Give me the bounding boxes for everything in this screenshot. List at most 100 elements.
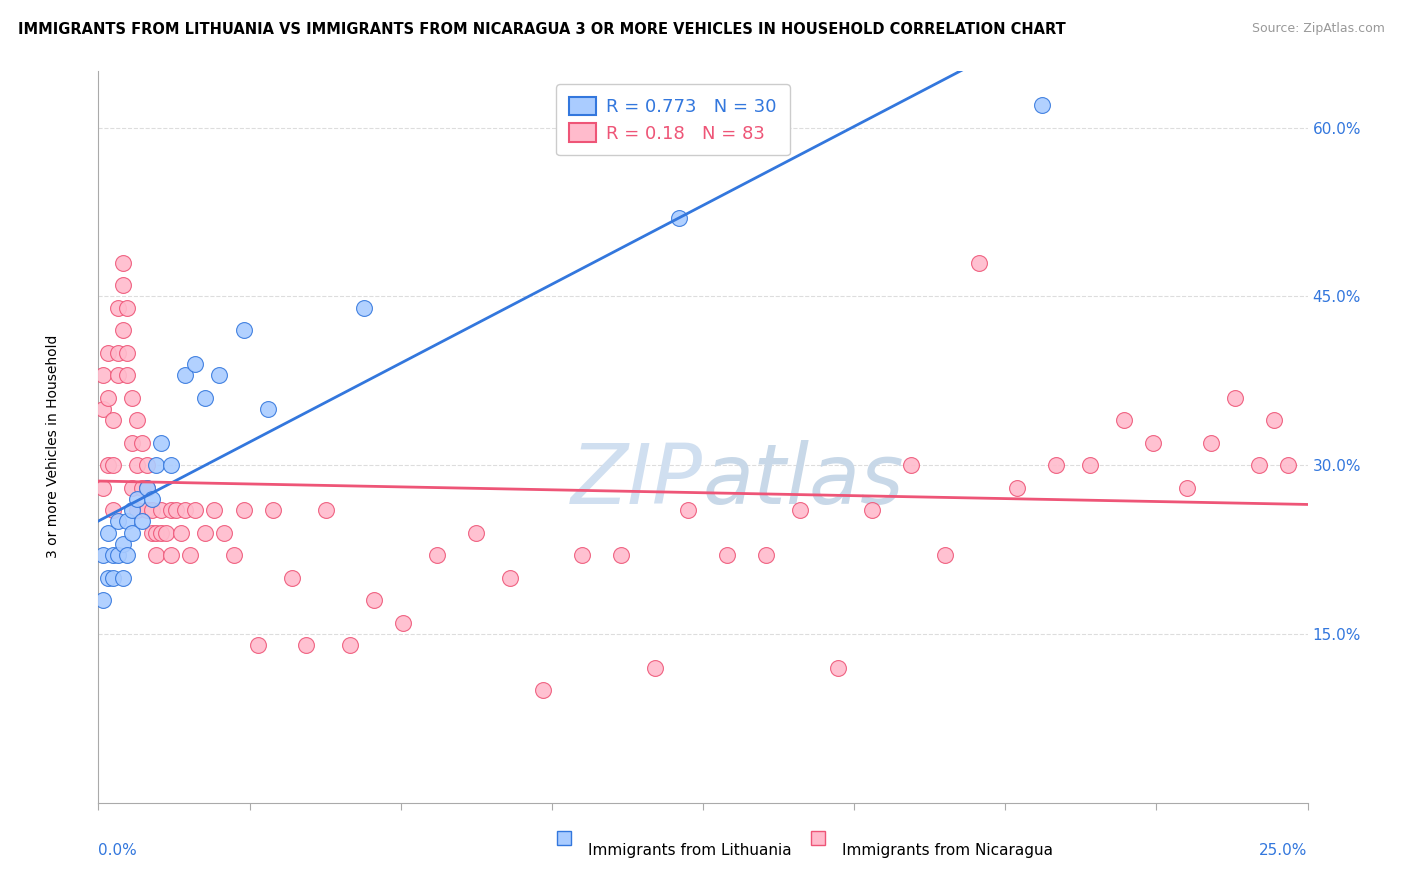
Point [127,413,149,427]
Point [392,615,415,630]
Point [135,481,157,495]
Point [1078,458,1101,473]
Point [644,661,666,675]
Point [860,503,883,517]
Point [97,525,120,540]
Point [353,301,375,315]
Point [174,368,197,383]
Point [184,503,207,517]
Point [111,323,134,337]
Point [1045,458,1067,473]
Point [117,301,139,315]
Point [145,458,167,473]
Point [1199,435,1222,450]
Point [107,301,129,315]
Point [91,593,114,607]
Point [141,503,163,517]
Point [150,435,173,450]
Point [165,503,187,517]
Point [464,525,486,540]
Point [111,255,134,269]
Point [107,515,129,529]
Point [145,525,167,540]
Point [169,525,191,540]
Text: Immigrants from Lithuania: Immigrants from Lithuania [588,843,792,858]
Point [107,548,129,562]
Point [363,593,385,607]
Point [121,503,143,517]
Point [678,503,700,517]
Point [315,503,337,517]
Point [91,481,114,495]
Point [131,515,153,529]
Point [135,481,157,495]
Point [111,537,134,551]
Point [194,391,217,405]
Point [127,458,149,473]
Text: 25.0%: 25.0% [1260,843,1308,858]
Point [610,548,633,562]
Point [1175,481,1198,495]
Point [1007,481,1029,495]
Text: Immigrants from Nicaragua: Immigrants from Nicaragua [842,843,1053,858]
Point [91,401,114,416]
Point [160,548,183,562]
Point [97,571,120,585]
Point [212,525,235,540]
Point [716,548,738,562]
Point [135,458,157,473]
Point [127,503,149,517]
Point [121,435,143,450]
Point [101,458,124,473]
Point [900,458,922,473]
Point [117,548,139,562]
Point [117,368,139,383]
Point [1112,413,1135,427]
Point [1277,458,1299,473]
Point [1223,391,1246,405]
Point [111,571,134,585]
Point [222,548,245,562]
Point [107,368,129,383]
Text: 0.0%: 0.0% [98,843,138,858]
Point [232,503,254,517]
Point [97,391,120,405]
Legend: R = 0.773   N = 30, R = 0.18   N = 83: R = 0.773 N = 30, R = 0.18 N = 83 [555,84,790,155]
Text: Source: ZipAtlas.com: Source: ZipAtlas.com [1251,22,1385,36]
Point [131,435,153,450]
Point [204,503,226,517]
Point [174,503,197,517]
Point [281,571,304,585]
Point [755,548,778,562]
Point [179,548,201,562]
Point [426,548,449,562]
Point [150,525,173,540]
Point [97,458,120,473]
Point [194,525,217,540]
Point [117,515,139,529]
Point [247,638,270,652]
Point [1142,435,1164,450]
Point [131,481,153,495]
Point [571,548,593,562]
Point [117,345,139,359]
Text: atlas: atlas [703,441,904,522]
Point [101,413,124,427]
Point [97,345,120,359]
Point [160,458,183,473]
Point [101,503,124,517]
Point [967,255,990,269]
Point [262,503,284,517]
Point [827,661,849,675]
Point [107,345,129,359]
Point [121,525,143,540]
Point [145,548,167,562]
Text: ZIP: ZIP [571,441,703,522]
Point [531,683,554,698]
Point [127,491,149,506]
Text: 3 or more Vehicles in Household: 3 or more Vehicles in Household [46,334,60,558]
Point [934,548,956,562]
Point [295,638,318,652]
Point [208,368,231,383]
Point [111,278,134,293]
